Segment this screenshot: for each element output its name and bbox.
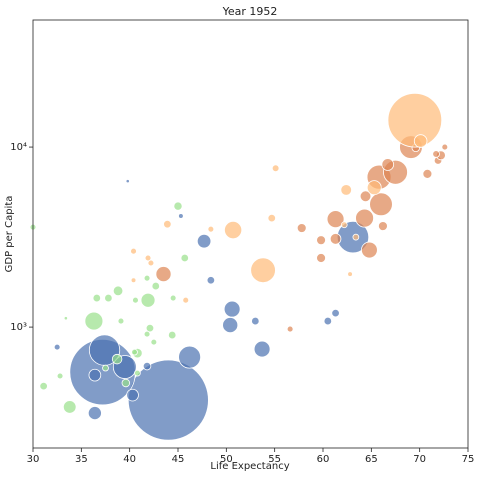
bubble [316, 253, 326, 263]
bubble [316, 235, 326, 246]
plot-frame [32, 19, 469, 449]
bubble [286, 325, 294, 333]
bubble [271, 164, 280, 173]
bubble [163, 219, 172, 229]
bubble [130, 247, 137, 255]
bubble [87, 406, 102, 421]
bubble [253, 340, 271, 358]
bubble [182, 296, 190, 304]
bubble [84, 311, 104, 331]
bubble [151, 281, 160, 291]
bubble [130, 277, 137, 284]
bubble [369, 192, 393, 217]
bubble [340, 221, 348, 229]
bubble [267, 213, 276, 223]
bubble [104, 293, 113, 303]
x-tick-label: 75 [462, 454, 475, 465]
bubble [296, 223, 307, 233]
bubble [326, 210, 345, 229]
bubble [207, 225, 215, 233]
bubble [387, 92, 443, 148]
bubble [53, 343, 61, 351]
chart-title: Year 1952 [222, 5, 278, 18]
x-tick-label: 40 [123, 454, 136, 465]
bubble [355, 208, 374, 228]
bubble [140, 292, 156, 308]
x-tick-label: 50 [220, 454, 233, 465]
bubble [132, 296, 139, 304]
bubble [340, 184, 352, 196]
bubble [150, 338, 158, 346]
bubble [222, 317, 239, 334]
bubble [251, 316, 260, 326]
x-tick-label: 45 [172, 454, 185, 465]
bubble [126, 388, 139, 402]
bubble [169, 294, 177, 302]
bubble [143, 330, 151, 338]
bubble [352, 233, 360, 241]
bubble [102, 364, 109, 372]
x-axis-label: Life Expectancy [210, 461, 289, 472]
bubble [361, 241, 378, 259]
bubble [88, 368, 102, 382]
y-axis-label: GDP per Capita [4, 196, 15, 273]
bubble [359, 190, 372, 203]
bubble [196, 234, 212, 249]
bubble [180, 253, 189, 263]
bubble [63, 316, 68, 321]
bubble [112, 285, 124, 297]
bubble [432, 150, 440, 158]
bubble [224, 220, 243, 240]
x-tick-label: 55 [268, 454, 281, 465]
bubble [111, 353, 123, 365]
bubble [441, 143, 449, 151]
bubble [178, 345, 202, 369]
x-tick-label: 60 [317, 454, 330, 465]
bubble [121, 378, 131, 388]
bubble [331, 308, 340, 318]
bubble [378, 221, 388, 231]
bubble [145, 323, 155, 333]
x-tick-label: 35 [75, 454, 88, 465]
bubble [167, 330, 177, 340]
x-tick-label: 30 [27, 454, 40, 465]
bubble [381, 158, 395, 171]
y-tick-label: 10⁴ [10, 142, 27, 153]
bubble [62, 400, 77, 414]
bubble [173, 201, 183, 211]
bubble [366, 180, 382, 196]
bubble [144, 254, 152, 262]
bubble [134, 369, 141, 377]
bubble [155, 266, 172, 283]
bubbles [29, 92, 449, 441]
bubble [56, 372, 64, 380]
bubble [347, 271, 353, 277]
bubble [39, 381, 48, 391]
bubble [329, 233, 342, 245]
bubble [422, 168, 433, 179]
bubble [92, 293, 102, 303]
y-tick-label: 10³ [10, 322, 27, 333]
bubble [413, 134, 428, 148]
bubble [250, 257, 276, 283]
bubble [125, 179, 130, 184]
bubble [117, 317, 125, 325]
bubble [206, 276, 216, 285]
bubble [131, 348, 138, 356]
bubble [147, 259, 155, 267]
x-tick-label: 65 [365, 454, 378, 465]
bubble [127, 359, 209, 441]
bubble [178, 213, 184, 219]
bubble [143, 274, 151, 282]
bubble [223, 300, 241, 318]
bubble [323, 316, 333, 326]
x-tick-label: 70 [413, 454, 426, 465]
bubble [142, 361, 152, 371]
